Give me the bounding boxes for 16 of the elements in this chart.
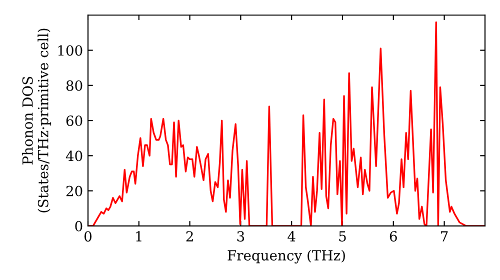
x-tick-label: 1 (136, 231, 142, 242)
x-tick-label: 5 (339, 231, 346, 242)
x-tick-label: 7 (441, 231, 448, 242)
x-tick-label: 2 (186, 231, 193, 242)
x-tick-label: 3 (237, 231, 244, 242)
x-axis-title: Frequency (THz) (228, 250, 345, 264)
y-tick-label: 60 (66, 116, 82, 126)
y-tick-label: 40 (66, 150, 82, 162)
y-tick-label: 20 (66, 186, 82, 196)
x-tick-label: 0 (84, 231, 92, 242)
y-tick-label: 100 (58, 45, 82, 56)
y-axis-title: Phonon DOS (States/THz·primitive cell) (22, 28, 52, 212)
y-tick-label: 0 (75, 220, 82, 232)
x-tick-label: 4 (288, 231, 296, 242)
y-tick-label: 80 (66, 80, 82, 91)
x-tick-label: 6 (390, 231, 397, 242)
